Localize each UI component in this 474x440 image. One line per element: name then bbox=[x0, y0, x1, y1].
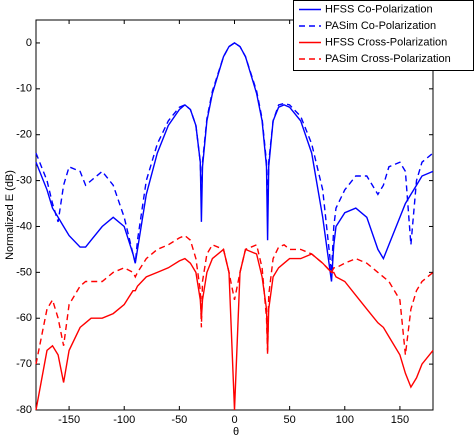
y-tick-label: 0 bbox=[26, 37, 32, 49]
series-line bbox=[35, 42, 434, 273]
legend: HFSS Co-Polarization PASim Co-Polarizatio… bbox=[293, 0, 474, 71]
x-tick-label: 150 bbox=[391, 414, 409, 426]
y-tick-label: -10 bbox=[16, 83, 32, 95]
legend-label: HFSS Co-Polarization bbox=[325, 3, 433, 15]
y-tick-label: -40 bbox=[16, 220, 32, 232]
series-line bbox=[35, 234, 434, 365]
x-tick-label: -100 bbox=[113, 414, 135, 426]
legend-label: PASim Co-Polarization bbox=[325, 20, 436, 32]
legend-label: HFSS Cross-Polarization bbox=[325, 36, 447, 48]
y-tick-label: -70 bbox=[16, 358, 32, 370]
y-tick-label: -30 bbox=[16, 174, 32, 186]
y-tick-label: -20 bbox=[16, 129, 32, 141]
legend-label: PASim Cross-Polarization bbox=[325, 53, 451, 65]
x-tick-label: 50 bbox=[284, 414, 296, 426]
y-tick-label: -50 bbox=[16, 266, 32, 278]
x-tick-label: -150 bbox=[58, 414, 80, 426]
plot-area bbox=[35, 19, 434, 411]
x-tick-label: 100 bbox=[336, 414, 354, 426]
x-tick-label: -50 bbox=[171, 414, 187, 426]
series-line bbox=[35, 248, 434, 411]
y-axis-label: Normalized E (dB) bbox=[4, 170, 16, 260]
y-tick-label: -80 bbox=[16, 404, 32, 416]
y-tick-label: -60 bbox=[16, 312, 32, 324]
x-tick-label: 0 bbox=[231, 414, 237, 426]
series-line bbox=[35, 42, 434, 282]
x-axis-label: θ bbox=[233, 426, 239, 438]
